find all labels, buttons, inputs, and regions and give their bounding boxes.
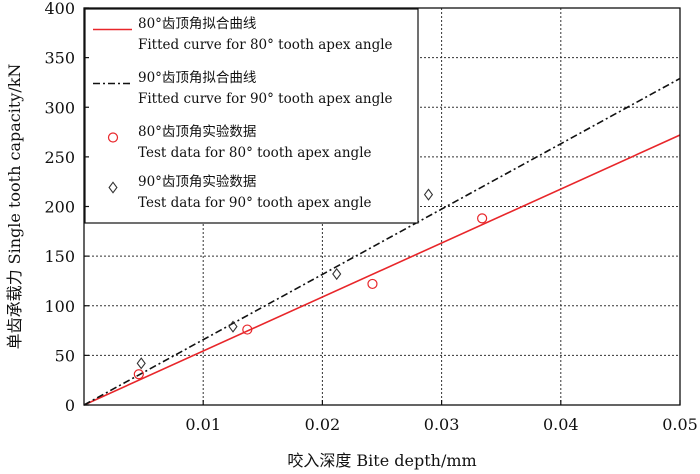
legend-label-en-3: Test data for 90° tooth apex angle [138,195,372,211]
legend-box [84,8,419,224]
x-tick-label: 0.01 [185,415,221,434]
data-point-3 [332,267,342,281]
y-axis-title: 单齿承载力 Single tooth capacity/kN [5,64,24,350]
legend-swatch-3 [108,181,118,194]
data-point-2 [477,213,488,224]
legend-label-1: 90°齿顶角拟合曲线 [138,70,256,86]
y-tick-label: 300 [44,98,75,117]
y-tick-label: 250 [44,148,75,167]
y-tick-label: 150 [44,247,75,266]
legend-label-2: 80°齿顶角实验数据 [138,124,256,140]
x-tick-label: 0.04 [543,415,579,434]
data-point-2 [367,278,378,290]
data-point-3 [423,188,434,201]
y-tick-label: 350 [44,49,75,68]
y-tick-label: 50 [55,346,75,365]
x-axis-title: 咬入深度 Bite depth/mm [287,451,476,470]
data-point-3 [228,320,238,333]
series-line-0 [83,134,681,406]
y-tick-label: 100 [44,297,75,316]
data-point-2 [133,369,144,380]
y-tick-label: 400 [44,0,75,18]
y-tick-label: 0 [65,396,75,415]
x-tick-label: 0.03 [424,415,460,434]
x-tick-label: 0.02 [305,415,341,434]
legend-swatch-2 [107,132,119,143]
axis-ticks: 0.01 0.02 0.03 0.04 0.05 0 50 100 150 200 250 300 35… [44,0,697,434]
legend-label-en-0: Fitted curve for 80° tooth apex angle [138,37,393,53]
legend-label-en-1: Fitted curve for 90° tooth apex angle [138,91,393,107]
legend-label-3: 90°齿顶角实验数据 [138,174,256,190]
plot-series [83,77,681,406]
data-point-2 [242,324,253,335]
data-point-3 [136,357,146,370]
legend-label-en-2: Test data for 80° tooth apex angle [138,145,372,161]
series-line-1 [83,77,681,406]
x-tick-label: 0.05 [662,415,698,434]
legend-label-0: 80°齿顶角拟合曲线 [138,16,256,32]
legend: 80°齿顶角拟合曲线 Fitted curve for 80° tooth ape… [84,8,419,224]
y-tick-label: 200 [44,198,75,217]
